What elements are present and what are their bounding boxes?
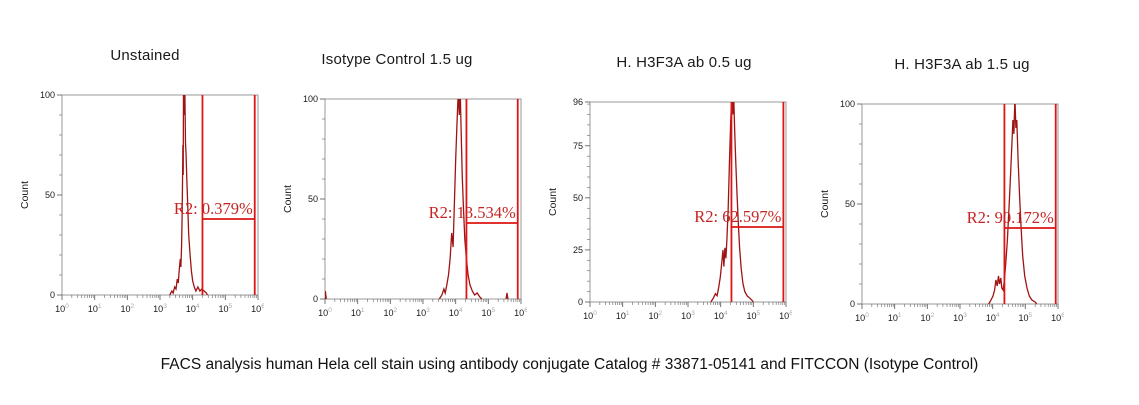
panel-title: Isotype Control 1.5 ug xyxy=(321,51,473,68)
panel-h3f3a-1-5ug: H. H3F3A ab 1.5 ug 100 101 102 103 104 105 106… xyxy=(814,56,1064,356)
y-tick-label: 0 xyxy=(50,290,55,300)
x-tick-label: 103 xyxy=(153,303,167,314)
x-tick-label: 104 xyxy=(714,310,728,321)
x-tick-label: 100 xyxy=(318,307,332,318)
y-axis-label: Count xyxy=(282,185,294,213)
y-axis-label: Count xyxy=(819,190,831,218)
histogram-curve xyxy=(988,104,1038,305)
x-tick-label: 104 xyxy=(186,303,200,314)
histogram-plot: 100 101 102 103 104 105 106 0 50 100 Count R2: 0.37… xyxy=(19,90,264,314)
y-tick-label: 0 xyxy=(850,299,855,309)
x-tick-label: 101 xyxy=(351,307,365,318)
gate-label: R2: 62.597% xyxy=(694,207,781,226)
x-tick-label: 100 xyxy=(55,303,69,314)
x-tick-label: 105 xyxy=(482,307,496,318)
panel-h3f3a-0-5ug: H. H3F3A ab 0.5 ug 100 101 102 103 104 105 106… xyxy=(542,54,792,354)
panel-title: H. H3F3A ab 1.5 ug xyxy=(894,56,1030,73)
x-tick-label: 104 xyxy=(986,312,1000,323)
x-tick-label: 100 xyxy=(855,312,869,323)
histogram-curve xyxy=(438,99,483,300)
x-tick-label: 106 xyxy=(779,310,792,321)
y-tick-label: 50 xyxy=(573,193,583,203)
gate-label: R2: 0.379% xyxy=(174,199,253,218)
x-tick-label: 102 xyxy=(649,310,663,321)
x-tick-label: 105 xyxy=(747,310,761,321)
x-tick-label: 101 xyxy=(88,303,102,314)
x-tick-label: 102 xyxy=(121,303,135,314)
x-tick-label: 103 xyxy=(953,312,967,323)
plot-frame xyxy=(861,103,1059,305)
x-tick-label: 106 xyxy=(514,307,527,318)
gate-label: R2: 13.534% xyxy=(429,203,516,222)
x-tick-label: 106 xyxy=(1051,312,1064,323)
panel-unstained: Unstained 100 101 102 103 104 105 106 0 50 100 Cou… xyxy=(14,47,264,347)
histogram-curve xyxy=(325,290,327,300)
x-tick-label: 103 xyxy=(416,307,430,318)
y-tick-label: 96 xyxy=(573,97,583,107)
plot-frame xyxy=(589,101,787,303)
panel-isotype-control: Isotype Control 1.5 ug 100 101 102 103 104 10… xyxy=(277,51,527,351)
y-tick-label: 100 xyxy=(303,94,318,104)
y-tick-label: 50 xyxy=(308,194,318,204)
y-tick-label: 50 xyxy=(845,199,855,209)
y-axis-label: Count xyxy=(547,188,559,216)
plot-frame xyxy=(61,94,259,296)
y-tick-label: 50 xyxy=(45,190,55,200)
y-tick-label: 100 xyxy=(40,90,55,100)
x-tick-label: 105 xyxy=(219,303,233,314)
plot-frame xyxy=(324,98,522,300)
x-tick-label: 102 xyxy=(921,312,935,323)
y-tick-label: 100 xyxy=(840,99,855,109)
y-axis-label: Count xyxy=(19,181,31,209)
figure-caption: FACS analysis human Hela cell stain usin… xyxy=(160,356,979,373)
x-tick-label: 104 xyxy=(449,307,463,318)
histogram-plot: 100 101 102 103 104 105 106 0 50 100 Count R2: 13.5… xyxy=(282,94,527,318)
y-tick-label: 25 xyxy=(573,245,583,255)
x-tick-label: 102 xyxy=(384,307,398,318)
gate-label: R2: 90.172% xyxy=(967,208,1054,227)
histogram-curve xyxy=(505,292,509,300)
x-tick-label: 101 xyxy=(888,312,902,323)
panel-title: Unstained xyxy=(110,47,180,64)
y-tick-label: 0 xyxy=(578,297,583,307)
histogram-curve xyxy=(169,95,208,296)
panel-title: H. H3F3A ab 0.5 ug xyxy=(616,54,752,71)
x-tick-label: 100 xyxy=(583,310,597,321)
x-tick-label: 106 xyxy=(251,303,264,314)
y-tick-label: 75 xyxy=(573,141,583,151)
x-tick-label: 101 xyxy=(616,310,630,321)
histogram-plot: 100 101 102 103 104 105 106 0 50 100 Count R2: 90.1… xyxy=(819,99,1064,323)
histogram-plot: 100 101 102 103 104 105 106 0 25 50 75 96 Count R2: 6… xyxy=(547,97,792,321)
x-tick-label: 103 xyxy=(681,310,695,321)
x-tick-label: 105 xyxy=(1019,312,1033,323)
y-tick-label: 0 xyxy=(313,294,318,304)
